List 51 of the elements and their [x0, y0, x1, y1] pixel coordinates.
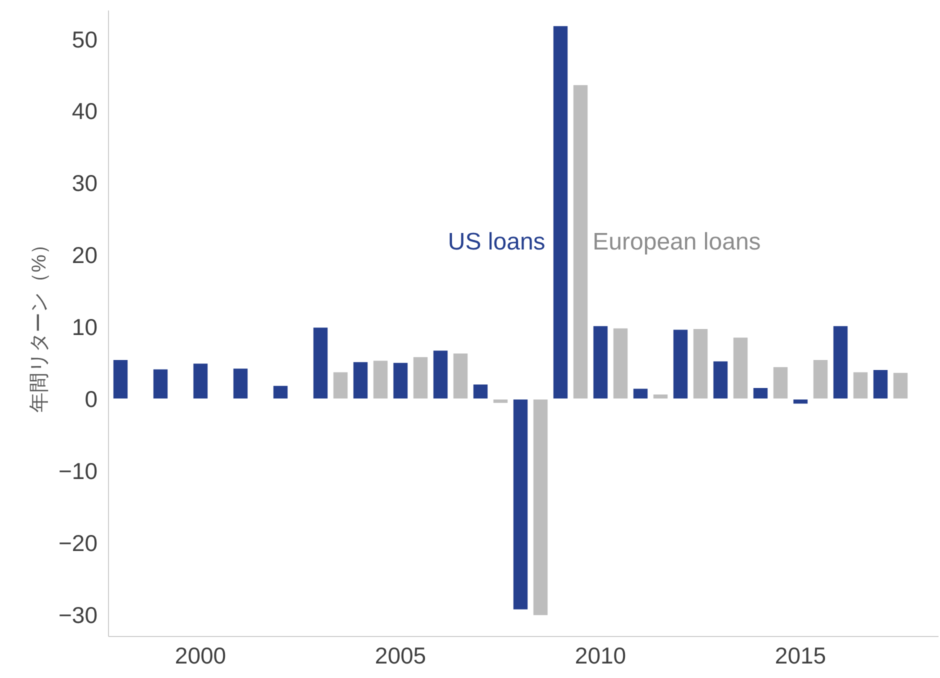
- bar: [732, 336, 749, 400]
- bar: [152, 368, 169, 400]
- x-tick-label: 2010: [574, 642, 626, 668]
- bar: [392, 362, 409, 400]
- bar: [492, 398, 509, 404]
- bar: [832, 325, 849, 400]
- x-tick-label: 2015: [774, 642, 826, 668]
- bar: [452, 352, 469, 400]
- bar: [652, 394, 669, 400]
- bar: [692, 328, 709, 400]
- bar: [612, 327, 629, 400]
- bar: [352, 361, 369, 400]
- bar: [672, 328, 689, 400]
- y-tick-label: 10: [72, 314, 98, 340]
- bar: [472, 383, 489, 400]
- bar: [412, 356, 429, 400]
- bar: [892, 372, 909, 400]
- bar: [812, 358, 829, 400]
- y-tick-label: −30: [58, 602, 98, 628]
- bar: [852, 371, 869, 400]
- y-tick-label: 50: [72, 26, 98, 52]
- y-tick-label: 20: [72, 242, 98, 268]
- bar: [512, 398, 529, 610]
- y-tick-label: −10: [58, 458, 98, 484]
- bar: [232, 368, 249, 400]
- y-tick-label: 40: [72, 98, 98, 124]
- bar: [572, 84, 589, 400]
- x-tick-label: 2005: [374, 642, 426, 668]
- bar: [192, 362, 209, 400]
- y-axis-title: 年間リターン（%）: [28, 234, 50, 412]
- bar: [372, 360, 389, 400]
- bar: [432, 350, 449, 400]
- bar: [532, 398, 549, 616]
- bar: [632, 388, 649, 400]
- x-tick-label: 2000: [174, 642, 226, 668]
- bar: [332, 371, 349, 400]
- bar: [312, 326, 329, 400]
- y-tick-label: −20: [58, 530, 98, 556]
- bar: [752, 387, 769, 400]
- y-tick-label: 30: [72, 170, 98, 196]
- bar: [112, 358, 129, 400]
- y-tick-label: 0: [84, 386, 98, 412]
- bar: [872, 369, 889, 400]
- bar: [592, 325, 609, 400]
- series-label: US loans: [448, 228, 546, 256]
- series-label: European loans: [592, 228, 761, 256]
- bar: [272, 384, 289, 400]
- bar: [712, 360, 729, 400]
- bar: [772, 366, 789, 400]
- bar: [792, 398, 809, 405]
- bar: [552, 25, 569, 400]
